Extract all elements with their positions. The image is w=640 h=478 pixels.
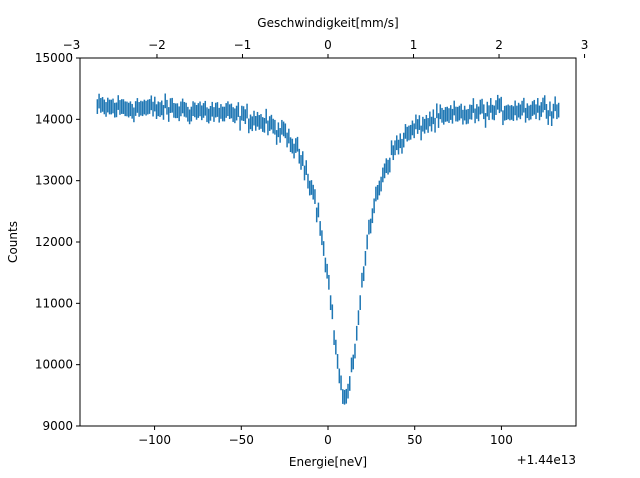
y-tick-label: 11000 (35, 296, 73, 310)
top-x-tick-label: −1 (234, 38, 252, 52)
y-tick-label: 12000 (35, 235, 73, 249)
top-x-axis-label: Geschwindigkeit[mm/s] (257, 16, 398, 30)
y-tick-label: 9000 (42, 419, 73, 433)
x-offset-text: +1.44e13 (517, 453, 576, 467)
y-axis: 9000 10000 11000 12000 13000 14000 15000 (35, 51, 80, 433)
top-x-tick-label: 3 (581, 38, 589, 52)
y-tick-label: 14000 (35, 112, 73, 126)
y-tick-label: 15000 (35, 51, 73, 65)
x-tick-label: −100 (138, 433, 171, 447)
bottom-x-axis: −100 −50 0 50 100 (138, 426, 513, 447)
y-axis-label: Counts (6, 221, 20, 263)
x-axis-label: Energie[neV] (289, 455, 367, 469)
x-tick-label: 0 (324, 433, 332, 447)
y-tick-label: 13000 (35, 174, 73, 188)
y-tick-label: 10000 (35, 358, 73, 372)
x-tick-label: 50 (407, 433, 422, 447)
top-x-tick-label: −2 (148, 38, 166, 52)
top-x-tick-label: 1 (410, 38, 418, 52)
data-layer (96, 93, 560, 405)
top-x-tick-label: −3 (63, 38, 81, 52)
top-x-tick-label: 0 (324, 38, 332, 52)
top-x-axis: −3 −2 −1 0 1 2 3 (63, 38, 589, 58)
x-tick-label: 100 (490, 433, 513, 447)
top-x-tick-label: 2 (495, 38, 503, 52)
x-tick-label: −50 (229, 433, 254, 447)
